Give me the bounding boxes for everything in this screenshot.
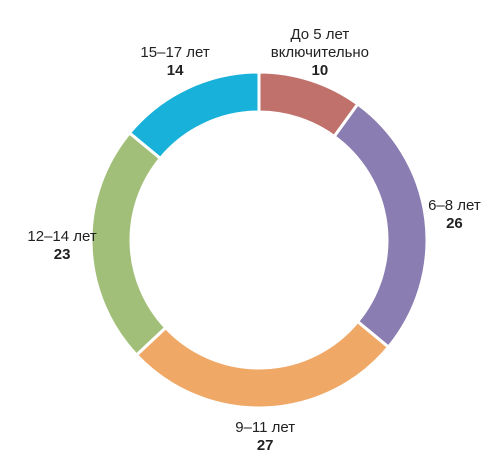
segment-label: 15–17 лет 14 bbox=[120, 44, 230, 80]
donut-segment bbox=[127, 70, 261, 161]
segment-label: До 5 лет включительно 10 bbox=[260, 26, 380, 80]
segment-label: 6–8 лет 26 bbox=[399, 197, 493, 233]
segment-label: 12–14 лет 23 bbox=[7, 228, 117, 264]
category-name: 12–14 лет bbox=[27, 228, 97, 246]
category-name: 6–8 лет bbox=[428, 197, 481, 215]
value-label: 27 bbox=[256, 436, 274, 454]
segment-label: 9–11 лет 27 bbox=[210, 419, 320, 455]
value-label: 10 bbox=[311, 61, 329, 79]
category-name: До 5 лет включительно bbox=[270, 25, 370, 61]
category-name: 9–11 лет bbox=[235, 418, 296, 436]
donut-segment bbox=[134, 319, 391, 410]
value-label: 23 bbox=[53, 246, 71, 264]
value-label: 26 bbox=[446, 215, 463, 233]
value-label: 14 bbox=[166, 61, 184, 79]
category-name: 15–17 лет bbox=[140, 43, 210, 61]
